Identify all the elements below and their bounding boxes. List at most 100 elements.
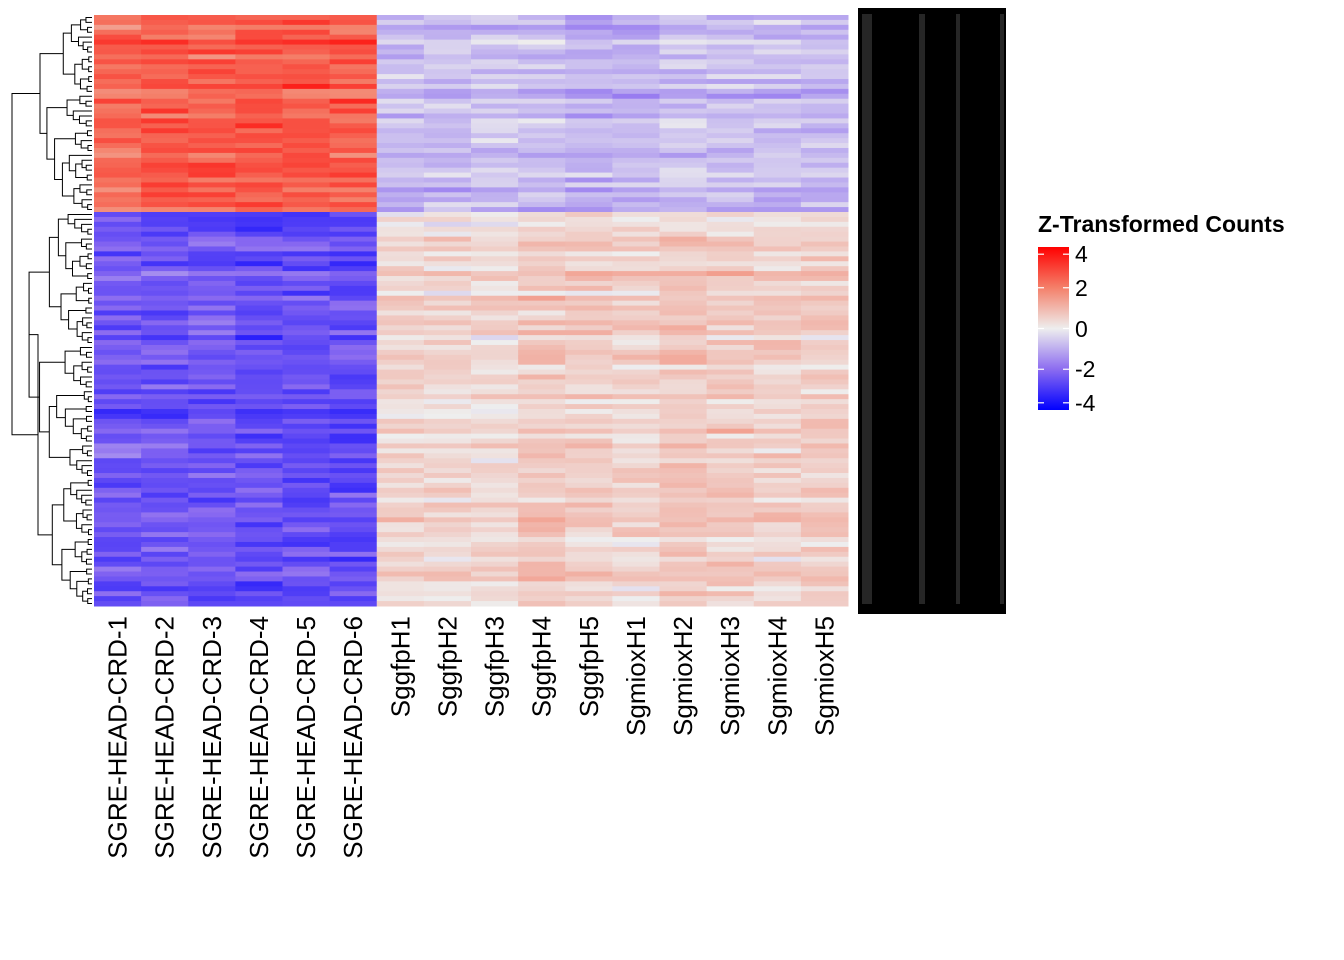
heatmap-cell bbox=[753, 601, 802, 607]
heatmap-cell bbox=[423, 517, 472, 523]
heatmap-cell bbox=[235, 502, 283, 508]
heatmap-cell bbox=[329, 384, 378, 390]
heatmap-cell bbox=[94, 276, 142, 282]
heatmap-cell bbox=[376, 226, 425, 233]
heatmap-cell bbox=[94, 231, 142, 238]
heatmap-cell bbox=[471, 482, 519, 489]
heatmap-cell bbox=[471, 54, 519, 60]
heatmap-cell bbox=[612, 118, 660, 124]
heatmap-cell bbox=[423, 443, 472, 449]
dendrogram-branch bbox=[64, 350, 81, 374]
heatmap-cell bbox=[141, 207, 189, 213]
heatmap-cell bbox=[659, 256, 708, 262]
heatmap-cell bbox=[565, 458, 613, 464]
heatmap-cell bbox=[518, 463, 566, 469]
heatmap-cell bbox=[659, 374, 708, 380]
heatmap-cell bbox=[188, 546, 236, 553]
heatmap-cell bbox=[518, 29, 566, 36]
heatmap-cell bbox=[612, 433, 660, 440]
heatmap-cell bbox=[282, 556, 331, 563]
heatmap-cell bbox=[376, 537, 425, 543]
heatmap-cell bbox=[518, 399, 566, 405]
heatmap-cell bbox=[753, 517, 802, 523]
heatmap-cell bbox=[282, 344, 331, 351]
heatmap-cell bbox=[518, 118, 566, 124]
heatmap-cell bbox=[659, 399, 708, 405]
heatmap-cell bbox=[518, 24, 566, 31]
heatmap-cell bbox=[471, 19, 519, 26]
heatmap-cell bbox=[471, 340, 519, 346]
heatmap-cell bbox=[753, 423, 802, 430]
heatmap-cell bbox=[282, 546, 331, 553]
heatmap-cell bbox=[565, 69, 613, 75]
heatmap-cell bbox=[329, 591, 378, 597]
heatmap-cell bbox=[518, 103, 566, 110]
heatmap-cell bbox=[94, 69, 142, 75]
heatmap-cell bbox=[800, 276, 849, 282]
heatmap-cell bbox=[800, 49, 849, 55]
column-labels: SGRE-HEAD-CRD-1 SGRE-HEAD-CRD-2 SGRE-HEAD-… bbox=[103, 616, 840, 859]
heatmap-cell bbox=[235, 276, 283, 282]
heatmap-cell bbox=[800, 118, 849, 124]
heatmap-cell bbox=[282, 305, 331, 311]
heatmap-cell bbox=[659, 167, 708, 174]
heatmap-cell bbox=[659, 576, 708, 582]
heatmap-cell bbox=[565, 413, 613, 420]
heatmap-cell bbox=[235, 128, 283, 134]
heatmap-cell bbox=[235, 591, 283, 597]
heatmap-cell bbox=[471, 34, 519, 41]
heatmap-cell bbox=[612, 157, 660, 164]
heatmap-cell bbox=[376, 192, 425, 198]
heatmap-cell bbox=[659, 502, 708, 508]
heatmap-cell bbox=[141, 246, 189, 252]
heatmap-cell bbox=[235, 438, 283, 444]
heatmap-cell bbox=[329, 413, 378, 420]
heatmap-cell bbox=[471, 453, 519, 459]
heatmap-cell bbox=[282, 241, 331, 247]
heatmap-cell bbox=[94, 172, 142, 179]
heatmap-cell bbox=[706, 389, 755, 395]
heatmap-cell bbox=[141, 576, 189, 582]
dendrogram-branch bbox=[70, 482, 89, 496]
heatmap-cell bbox=[423, 128, 472, 134]
heatmap-cell bbox=[376, 527, 425, 533]
heatmap-cell bbox=[565, 172, 613, 179]
heatmap-cell bbox=[376, 601, 425, 607]
heatmap-cell bbox=[800, 157, 849, 164]
heatmap-cell bbox=[471, 458, 519, 464]
heatmap-cell bbox=[565, 551, 613, 558]
heatmap-cell bbox=[235, 295, 283, 302]
heatmap-cell bbox=[329, 546, 378, 553]
heatmap-cell bbox=[94, 202, 142, 208]
heatmap-cell bbox=[94, 497, 142, 504]
heatmap-cell bbox=[235, 300, 283, 307]
heatmap-cell bbox=[518, 138, 566, 144]
dendrogram-branch bbox=[87, 273, 92, 279]
dendrogram-branch bbox=[88, 287, 92, 294]
row-labels-block bbox=[858, 8, 1006, 614]
heatmap-cell bbox=[800, 448, 849, 454]
heatmap-cell bbox=[471, 581, 519, 587]
heatmap-cell bbox=[282, 517, 331, 523]
heatmap-cell bbox=[612, 19, 660, 26]
heatmap-cell bbox=[423, 359, 472, 366]
heatmap-cell bbox=[141, 29, 189, 36]
dendrogram-branch bbox=[86, 85, 92, 92]
heatmap-cell bbox=[612, 246, 660, 252]
heatmap-cell bbox=[376, 330, 425, 336]
heatmap-cell bbox=[659, 591, 708, 597]
heatmap-cell bbox=[235, 280, 283, 287]
heatmap-cell bbox=[471, 59, 519, 65]
heatmap-cell bbox=[235, 315, 283, 321]
heatmap-cell bbox=[423, 216, 472, 223]
heatmap-cell bbox=[188, 290, 236, 297]
heatmap-cell bbox=[94, 216, 142, 223]
heatmap-cell bbox=[423, 438, 472, 444]
heatmap-cell bbox=[329, 197, 378, 203]
heatmap-cell bbox=[282, 389, 331, 395]
heatmap-cell bbox=[235, 152, 283, 159]
heatmap-cell bbox=[612, 29, 660, 36]
heatmap-cell bbox=[235, 413, 283, 420]
heatmap-cell bbox=[329, 320, 378, 326]
heatmap-cell bbox=[235, 409, 283, 415]
